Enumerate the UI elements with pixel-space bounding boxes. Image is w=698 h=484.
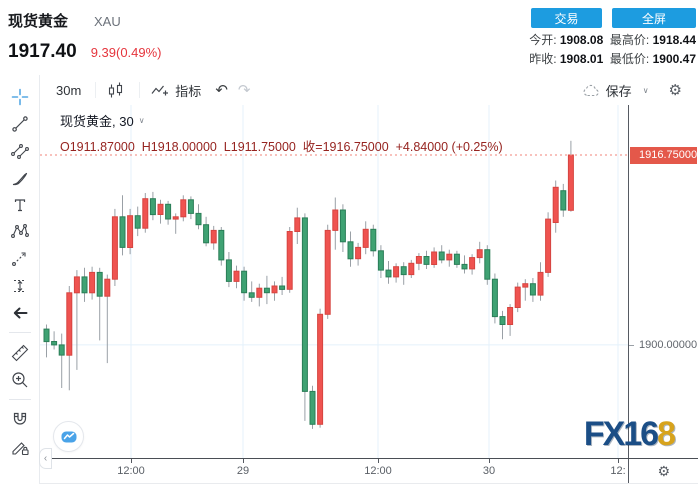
back-arrow-tool[interactable] bbox=[6, 299, 34, 326]
stats-row-2: 昨收: 1908.01 最低价: 1900.47 bbox=[529, 52, 696, 66]
brush-tool[interactable] bbox=[6, 164, 34, 191]
toolbar-separator bbox=[139, 82, 141, 98]
chevron-down-icon[interactable]: ∨ bbox=[642, 85, 649, 95]
header: 现货黄金 XAU 1917.40 9.39(0.49%) 交易 全屏 今开: 1… bbox=[0, 0, 698, 75]
header-right: 交易 全屏 今开: 1908.08 最高价: 1918.44 昨收: 1908.… bbox=[529, 6, 698, 75]
magnet-icon bbox=[13, 412, 26, 425]
collapse-left-icon: ‹ bbox=[43, 453, 48, 464]
stats-row-1: 今开: 1908.08 最高价: 1918.44 bbox=[529, 33, 696, 47]
draw-lock-tool[interactable] bbox=[6, 433, 34, 460]
legend-ohlc-values: O1911.87000 H1918.00000 L1911.75000 收=19… bbox=[60, 140, 503, 154]
price-tick-label: 1900.00000 bbox=[639, 338, 698, 351]
text-tool[interactable] bbox=[6, 191, 34, 218]
open-value: 1908.08 bbox=[559, 33, 604, 47]
cloud-icon bbox=[583, 84, 599, 97]
crosshair-icon bbox=[11, 88, 28, 105]
legend-symbol-interval[interactable]: 现货黄金, 30 ∨ bbox=[60, 111, 503, 130]
prev-close-value: 1908.01 bbox=[559, 52, 604, 66]
price-range-tool[interactable] bbox=[6, 272, 34, 299]
candlestick-icon bbox=[109, 82, 123, 97]
time-tick-label: 12:00 bbox=[117, 465, 145, 477]
price-change: 9.39(0.49%) bbox=[90, 45, 162, 60]
candle-style-button[interactable] bbox=[106, 81, 125, 100]
chevron-down-icon: ∨ bbox=[138, 116, 145, 125]
text-icon bbox=[14, 198, 25, 211]
symbol-code: XAU bbox=[94, 14, 121, 29]
fullscreen-button[interactable]: 全屏 bbox=[612, 8, 696, 28]
time-tick-label: 30 bbox=[482, 465, 496, 477]
sidebar-separator bbox=[8, 332, 31, 333]
time-axis[interactable]: ⚙ 12:00 29 12:00 30 12: bbox=[40, 458, 698, 484]
pencil-lock-icon bbox=[11, 441, 29, 455]
xabcd-pattern-tool[interactable] bbox=[6, 218, 34, 245]
price-axis[interactable]: 1916.75000 1900.00000 bbox=[628, 105, 698, 458]
zoom-in-tool[interactable] bbox=[6, 366, 34, 393]
drawing-toolbar bbox=[0, 75, 40, 484]
chart-legend: 现货黄金, 30 ∨ O1911.87000 H1918.00000 L1911… bbox=[60, 111, 503, 155]
forecast-tool[interactable] bbox=[6, 245, 34, 272]
collapse-toolbar-tab[interactable]: ‹ bbox=[39, 448, 52, 469]
time-tick-mark bbox=[618, 459, 619, 463]
symbol-name: 现货黄金 bbox=[8, 13, 69, 30]
time-tick-mark bbox=[489, 459, 490, 463]
trade-button[interactable]: 交易 bbox=[531, 8, 602, 28]
price-range-icon bbox=[13, 279, 26, 292]
undo-button[interactable]: ↶ bbox=[215, 82, 228, 99]
zoom-in-icon bbox=[11, 371, 27, 387]
redo-button[interactable]: ↷ bbox=[237, 82, 251, 99]
settings-gear-icon[interactable]: ⚙ bbox=[668, 82, 682, 99]
legend-title: 现货黄金, 30 bbox=[60, 114, 134, 129]
trend-line-icon bbox=[11, 115, 28, 132]
magnet-tool[interactable] bbox=[6, 406, 34, 433]
arrow-left-icon bbox=[13, 307, 27, 318]
axis-corner-divider bbox=[628, 459, 629, 483]
chart-style-fab-button[interactable] bbox=[53, 421, 84, 452]
indicators-label: 指标 bbox=[175, 83, 202, 99]
brush-icon bbox=[12, 172, 27, 185]
high-value: 1918.44 bbox=[652, 33, 696, 47]
toolbar-separator bbox=[95, 82, 97, 98]
indicator-icon bbox=[151, 85, 169, 95]
price-tick-mark bbox=[629, 344, 634, 346]
chart-area: 现货黄金, 30 ∨ O1911.87000 H1918.00000 L1911… bbox=[39, 105, 698, 469]
interval-label: 30m bbox=[56, 82, 82, 98]
last-price: 1917.40 bbox=[8, 41, 77, 62]
save-label: 保存 bbox=[605, 83, 632, 99]
chart-toolbar: 30m 指标 bbox=[40, 75, 698, 105]
blue-chart-icon bbox=[61, 431, 76, 442]
current-price-label: 1916.75000 bbox=[639, 149, 698, 161]
crosshair-tool[interactable] bbox=[6, 83, 34, 110]
time-tick-label: 12: bbox=[610, 465, 626, 477]
trend-line-tool[interactable] bbox=[6, 110, 34, 137]
forecast-icon bbox=[11, 251, 26, 266]
time-tick-label: 29 bbox=[236, 465, 250, 477]
time-tick-mark bbox=[378, 459, 379, 463]
low-value: 1900.47 bbox=[652, 52, 696, 66]
interval-button[interactable]: 30m bbox=[56, 83, 81, 98]
fx168-watermark: FX168 bbox=[583, 415, 676, 453]
time-tick-mark bbox=[131, 459, 132, 463]
chart-canvas[interactable]: 现货黄金, 30 ∨ O1911.87000 H1918.00000 L1911… bbox=[39, 105, 628, 469]
parallel-channel-icon bbox=[10, 143, 29, 159]
indicators-button[interactable]: 指标 bbox=[150, 81, 201, 100]
current-price-tag: 1916.75000 bbox=[630, 146, 698, 164]
symbol-info: 现货黄金 XAU 1917.40 9.39(0.49%) bbox=[8, 6, 162, 75]
time-tick-label: 12:00 bbox=[364, 465, 392, 477]
save-button[interactable]: 保存 ∨ bbox=[581, 81, 649, 100]
xabcd-pattern-icon bbox=[10, 223, 29, 238]
ruler-icon bbox=[11, 344, 28, 361]
ruler-tool[interactable] bbox=[6, 339, 34, 366]
time-tick-mark bbox=[243, 459, 244, 463]
time-axis-gear-icon[interactable]: ⚙ bbox=[657, 463, 670, 479]
parallel-channel-tool[interactable] bbox=[6, 137, 34, 164]
sidebar-separator bbox=[8, 399, 31, 400]
candles-svg bbox=[40, 105, 628, 458]
